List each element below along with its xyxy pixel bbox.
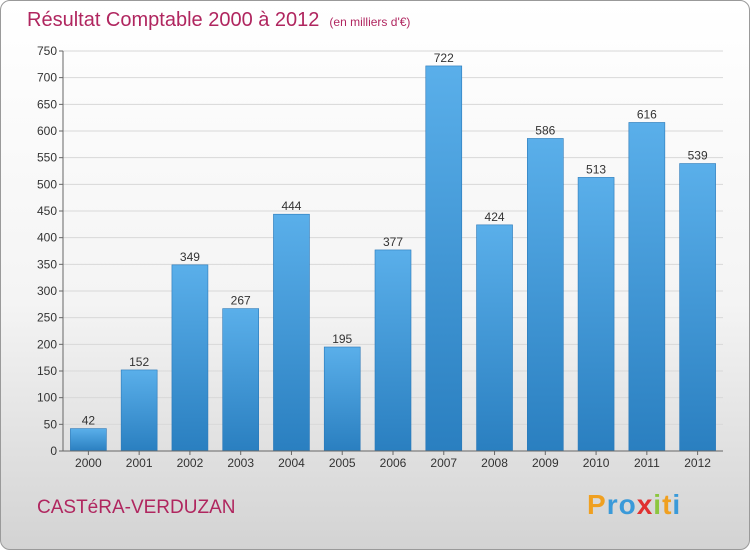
x-tick-label: 2003 (227, 456, 254, 470)
y-tick-label: 750 (37, 44, 57, 58)
bar (374, 249, 412, 452)
chart-subtitle: (en milliers d'€) (329, 15, 411, 29)
logo-letter: o (618, 489, 637, 520)
x-tick-label: 2010 (583, 456, 610, 470)
x-tick-label: 2005 (329, 456, 356, 470)
bar (628, 122, 666, 452)
logo-letter: r (606, 489, 619, 520)
y-tick-label: 550 (37, 151, 57, 165)
y-tick-label: 0 (50, 444, 57, 458)
y-tick-label: 250 (37, 311, 57, 325)
title-text: Résultat Comptable 2000 à 2012 (27, 9, 320, 31)
bar (171, 264, 209, 452)
x-tick-label: 2002 (177, 456, 204, 470)
bar-value-label: 424 (485, 210, 505, 224)
proxiti-logo: Proxiti (587, 489, 681, 521)
bar (527, 138, 564, 452)
logo-letter: x (636, 489, 654, 520)
bar (425, 65, 463, 452)
logo-letter: t (662, 489, 673, 520)
y-tick-label: 500 (37, 177, 57, 191)
bar-value-label: 513 (586, 162, 606, 176)
bar (70, 428, 107, 452)
x-tick-label: 2008 (481, 456, 508, 470)
x-tick-label: 2011 (634, 456, 660, 470)
y-tick-label: 150 (37, 364, 57, 378)
y-tick-label: 100 (37, 391, 57, 405)
x-tick-label: 2000 (75, 456, 102, 470)
bar-value-label: 195 (332, 332, 352, 346)
bar-value-label: 377 (383, 235, 403, 249)
bar (273, 213, 310, 452)
logo-letter: P (587, 489, 607, 520)
bar (577, 177, 615, 452)
bar-value-label: 42 (82, 414, 96, 428)
bar-value-label: 152 (129, 355, 149, 369)
bar-value-label: 722 (434, 51, 454, 65)
x-tick-label: 2001 (126, 456, 153, 470)
x-tick-label: 2012 (684, 456, 711, 470)
y-tick-label: 350 (37, 257, 57, 271)
chart-title: Résultat Comptable 2000 à 2012 (en millie… (27, 9, 410, 32)
x-tick-label: 2007 (430, 456, 457, 470)
y-tick-label: 300 (37, 284, 57, 298)
x-tick-label: 2009 (532, 456, 559, 470)
y-tick-label: 600 (37, 124, 57, 138)
y-tick-label: 450 (37, 204, 57, 218)
y-tick-label: 50 (44, 417, 58, 431)
logo-letter: i (672, 489, 682, 520)
bar (679, 163, 716, 452)
bar-value-label: 349 (180, 250, 200, 264)
bar-value-label: 616 (637, 107, 657, 121)
y-tick-label: 400 (37, 231, 57, 245)
bar-value-label: 586 (535, 123, 555, 137)
y-tick-label: 700 (37, 71, 57, 85)
y-tick-label: 200 (37, 337, 57, 351)
x-tick-label: 2004 (278, 456, 305, 470)
x-tick-label: 2006 (380, 456, 407, 470)
bar (222, 308, 259, 452)
bar (476, 224, 513, 452)
bar-value-label: 539 (688, 149, 708, 163)
y-tick-label: 650 (37, 97, 57, 111)
logo-letter: i (653, 489, 663, 520)
bar-value-label: 267 (231, 294, 251, 308)
city-name: CASTéRA-VERDUZAN (37, 497, 236, 518)
bar (120, 369, 158, 452)
bar (323, 346, 361, 452)
bar-value-label: 444 (281, 199, 301, 213)
